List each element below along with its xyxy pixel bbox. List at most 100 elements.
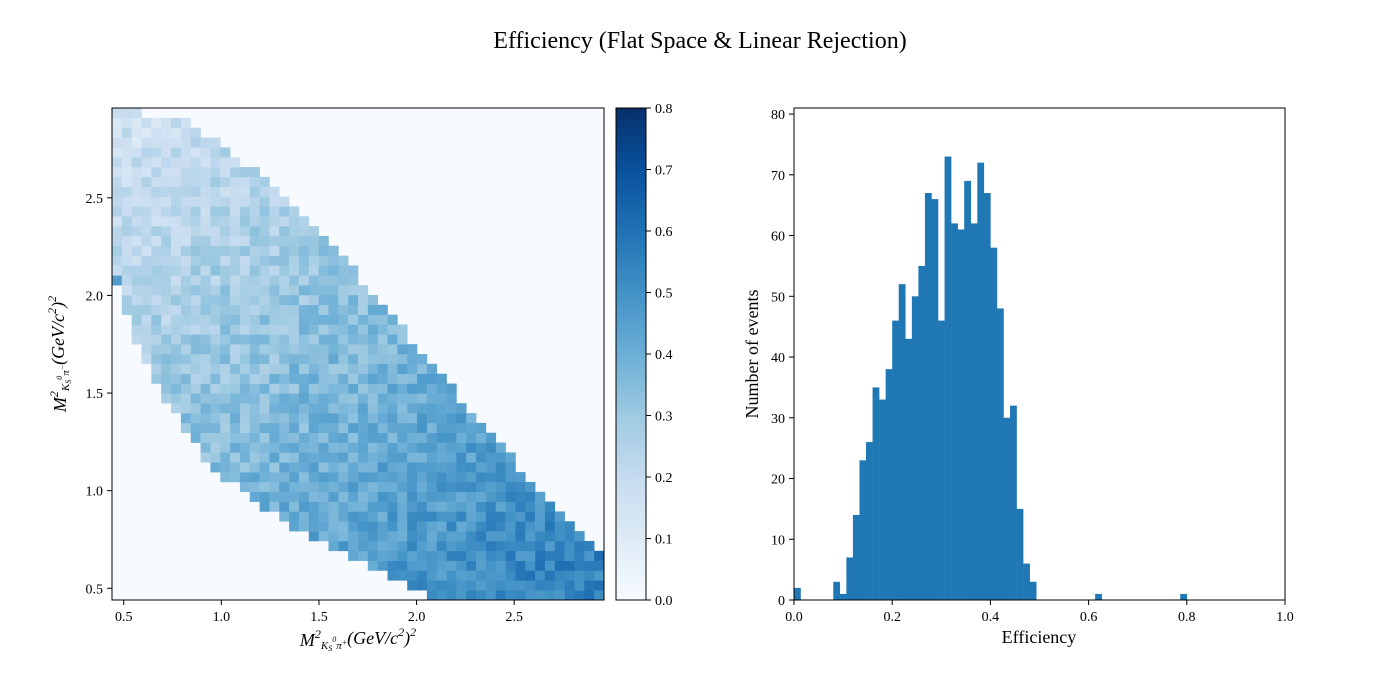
heatmap-cell bbox=[151, 235, 162, 247]
heatmap-cell bbox=[466, 452, 477, 463]
heatmap-cell bbox=[495, 452, 506, 463]
histogram-x-tick-label: 1.0 bbox=[1276, 610, 1294, 625]
heatmap-cell bbox=[200, 314, 211, 325]
heatmap-cell bbox=[239, 186, 251, 197]
heatmap-cell bbox=[180, 393, 192, 404]
heatmap-cell bbox=[249, 442, 260, 453]
heatmap-cell bbox=[180, 354, 192, 365]
heatmap-cell bbox=[328, 422, 339, 434]
heatmap-cell bbox=[131, 176, 142, 188]
heatmap-cell bbox=[121, 206, 132, 217]
heatmap-cell bbox=[426, 413, 438, 424]
heatmap-cell bbox=[200, 452, 211, 463]
heatmap-cell bbox=[348, 324, 359, 335]
heatmap-cell bbox=[220, 452, 231, 463]
heatmap-cell bbox=[210, 304, 221, 315]
heatmap-cell bbox=[544, 540, 556, 552]
heatmap-cell bbox=[161, 137, 172, 148]
heatmap-cell bbox=[367, 393, 378, 404]
heatmap-cell bbox=[180, 324, 192, 335]
heatmap-cell bbox=[338, 354, 349, 365]
heatmap-cell bbox=[525, 481, 536, 493]
heatmap-cell bbox=[210, 226, 221, 237]
heatmap-cell bbox=[298, 226, 310, 237]
heatmap-cell bbox=[289, 521, 300, 532]
heatmap-cell bbox=[230, 413, 241, 424]
heatmap-cell bbox=[338, 403, 349, 414]
heatmap-cell bbox=[426, 560, 438, 571]
heatmap-cell bbox=[417, 550, 428, 561]
heatmap-cell bbox=[200, 285, 211, 296]
heatmap-cell bbox=[180, 235, 192, 247]
heatmap-cell bbox=[180, 304, 192, 315]
heatmap-cell bbox=[377, 354, 388, 365]
heatmap-cell bbox=[544, 550, 556, 561]
heatmap-cell bbox=[535, 590, 546, 601]
heatmap-cell bbox=[112, 226, 123, 237]
heatmap-cell bbox=[377, 550, 388, 561]
heatmap-cell bbox=[495, 472, 506, 483]
heatmap-cell bbox=[171, 196, 182, 207]
heatmap-cell bbox=[151, 167, 162, 178]
heatmap-cell bbox=[171, 216, 182, 227]
heatmap-cell bbox=[417, 472, 428, 483]
heatmap-cell bbox=[230, 216, 241, 227]
heatmap-cell bbox=[298, 235, 310, 247]
histogram-bar bbox=[872, 387, 880, 600]
heatmap-cell bbox=[358, 462, 369, 473]
heatmap-cell bbox=[485, 432, 497, 443]
heatmap-cell bbox=[446, 511, 457, 522]
heatmap-cell bbox=[505, 472, 516, 483]
heatmap-cell bbox=[121, 117, 132, 128]
heatmap-cell bbox=[515, 472, 526, 483]
heatmap-cell bbox=[269, 314, 280, 325]
heatmap-cell bbox=[505, 491, 516, 502]
heatmap-cell bbox=[200, 226, 211, 237]
heatmap-cell bbox=[239, 294, 251, 306]
heatmap-cell bbox=[259, 265, 270, 276]
heatmap-cell bbox=[121, 157, 132, 168]
heatmap-cell bbox=[171, 275, 182, 286]
heatmap-cell bbox=[407, 344, 418, 355]
heatmap-cell bbox=[200, 137, 211, 148]
heatmap-cell bbox=[112, 186, 123, 197]
heatmap-cell bbox=[456, 501, 467, 512]
heatmap-cell bbox=[269, 501, 280, 512]
heatmap-cell bbox=[131, 196, 142, 207]
heatmap-cell bbox=[367, 452, 378, 463]
heatmap-cell bbox=[131, 147, 142, 158]
heatmap-cell bbox=[535, 531, 546, 542]
heatmap-cell bbox=[495, 540, 506, 552]
heatmap-cell bbox=[230, 363, 241, 374]
heatmap-cell bbox=[564, 580, 575, 591]
heatmap-cell bbox=[338, 521, 349, 532]
heatmap-cell bbox=[210, 176, 221, 188]
histogram-bar bbox=[951, 223, 958, 600]
heatmap-cell bbox=[141, 275, 152, 286]
heatmap-cell bbox=[377, 363, 388, 374]
heatmap-cell bbox=[308, 531, 319, 542]
heatmap-cell bbox=[358, 481, 369, 493]
heatmap-cell bbox=[269, 491, 280, 502]
heatmap-cell bbox=[151, 196, 162, 207]
heatmap-cell bbox=[397, 521, 408, 532]
heatmap-cell bbox=[180, 383, 192, 394]
heatmap-cell bbox=[289, 216, 300, 227]
heatmap-cell bbox=[338, 481, 349, 493]
heatmap-cell bbox=[456, 491, 467, 502]
heatmap-cell bbox=[318, 285, 329, 296]
heatmap-cell bbox=[141, 285, 152, 296]
heatmap-cell bbox=[180, 334, 192, 345]
histogram-y-label: Number of events bbox=[742, 290, 762, 419]
heatmap-cell bbox=[377, 334, 388, 345]
heatmap-cell bbox=[358, 373, 369, 384]
heatmap-cell bbox=[594, 570, 605, 581]
heatmap-cell bbox=[367, 481, 378, 493]
heatmap-cell bbox=[151, 285, 162, 296]
heatmap-cell bbox=[289, 413, 300, 424]
heatmap-cell bbox=[318, 413, 329, 424]
heatmap-cell bbox=[210, 265, 221, 276]
heatmap-cell bbox=[151, 314, 162, 325]
heatmap-cell bbox=[348, 413, 359, 424]
heatmap-x-tick-label: 0.5 bbox=[115, 610, 133, 625]
